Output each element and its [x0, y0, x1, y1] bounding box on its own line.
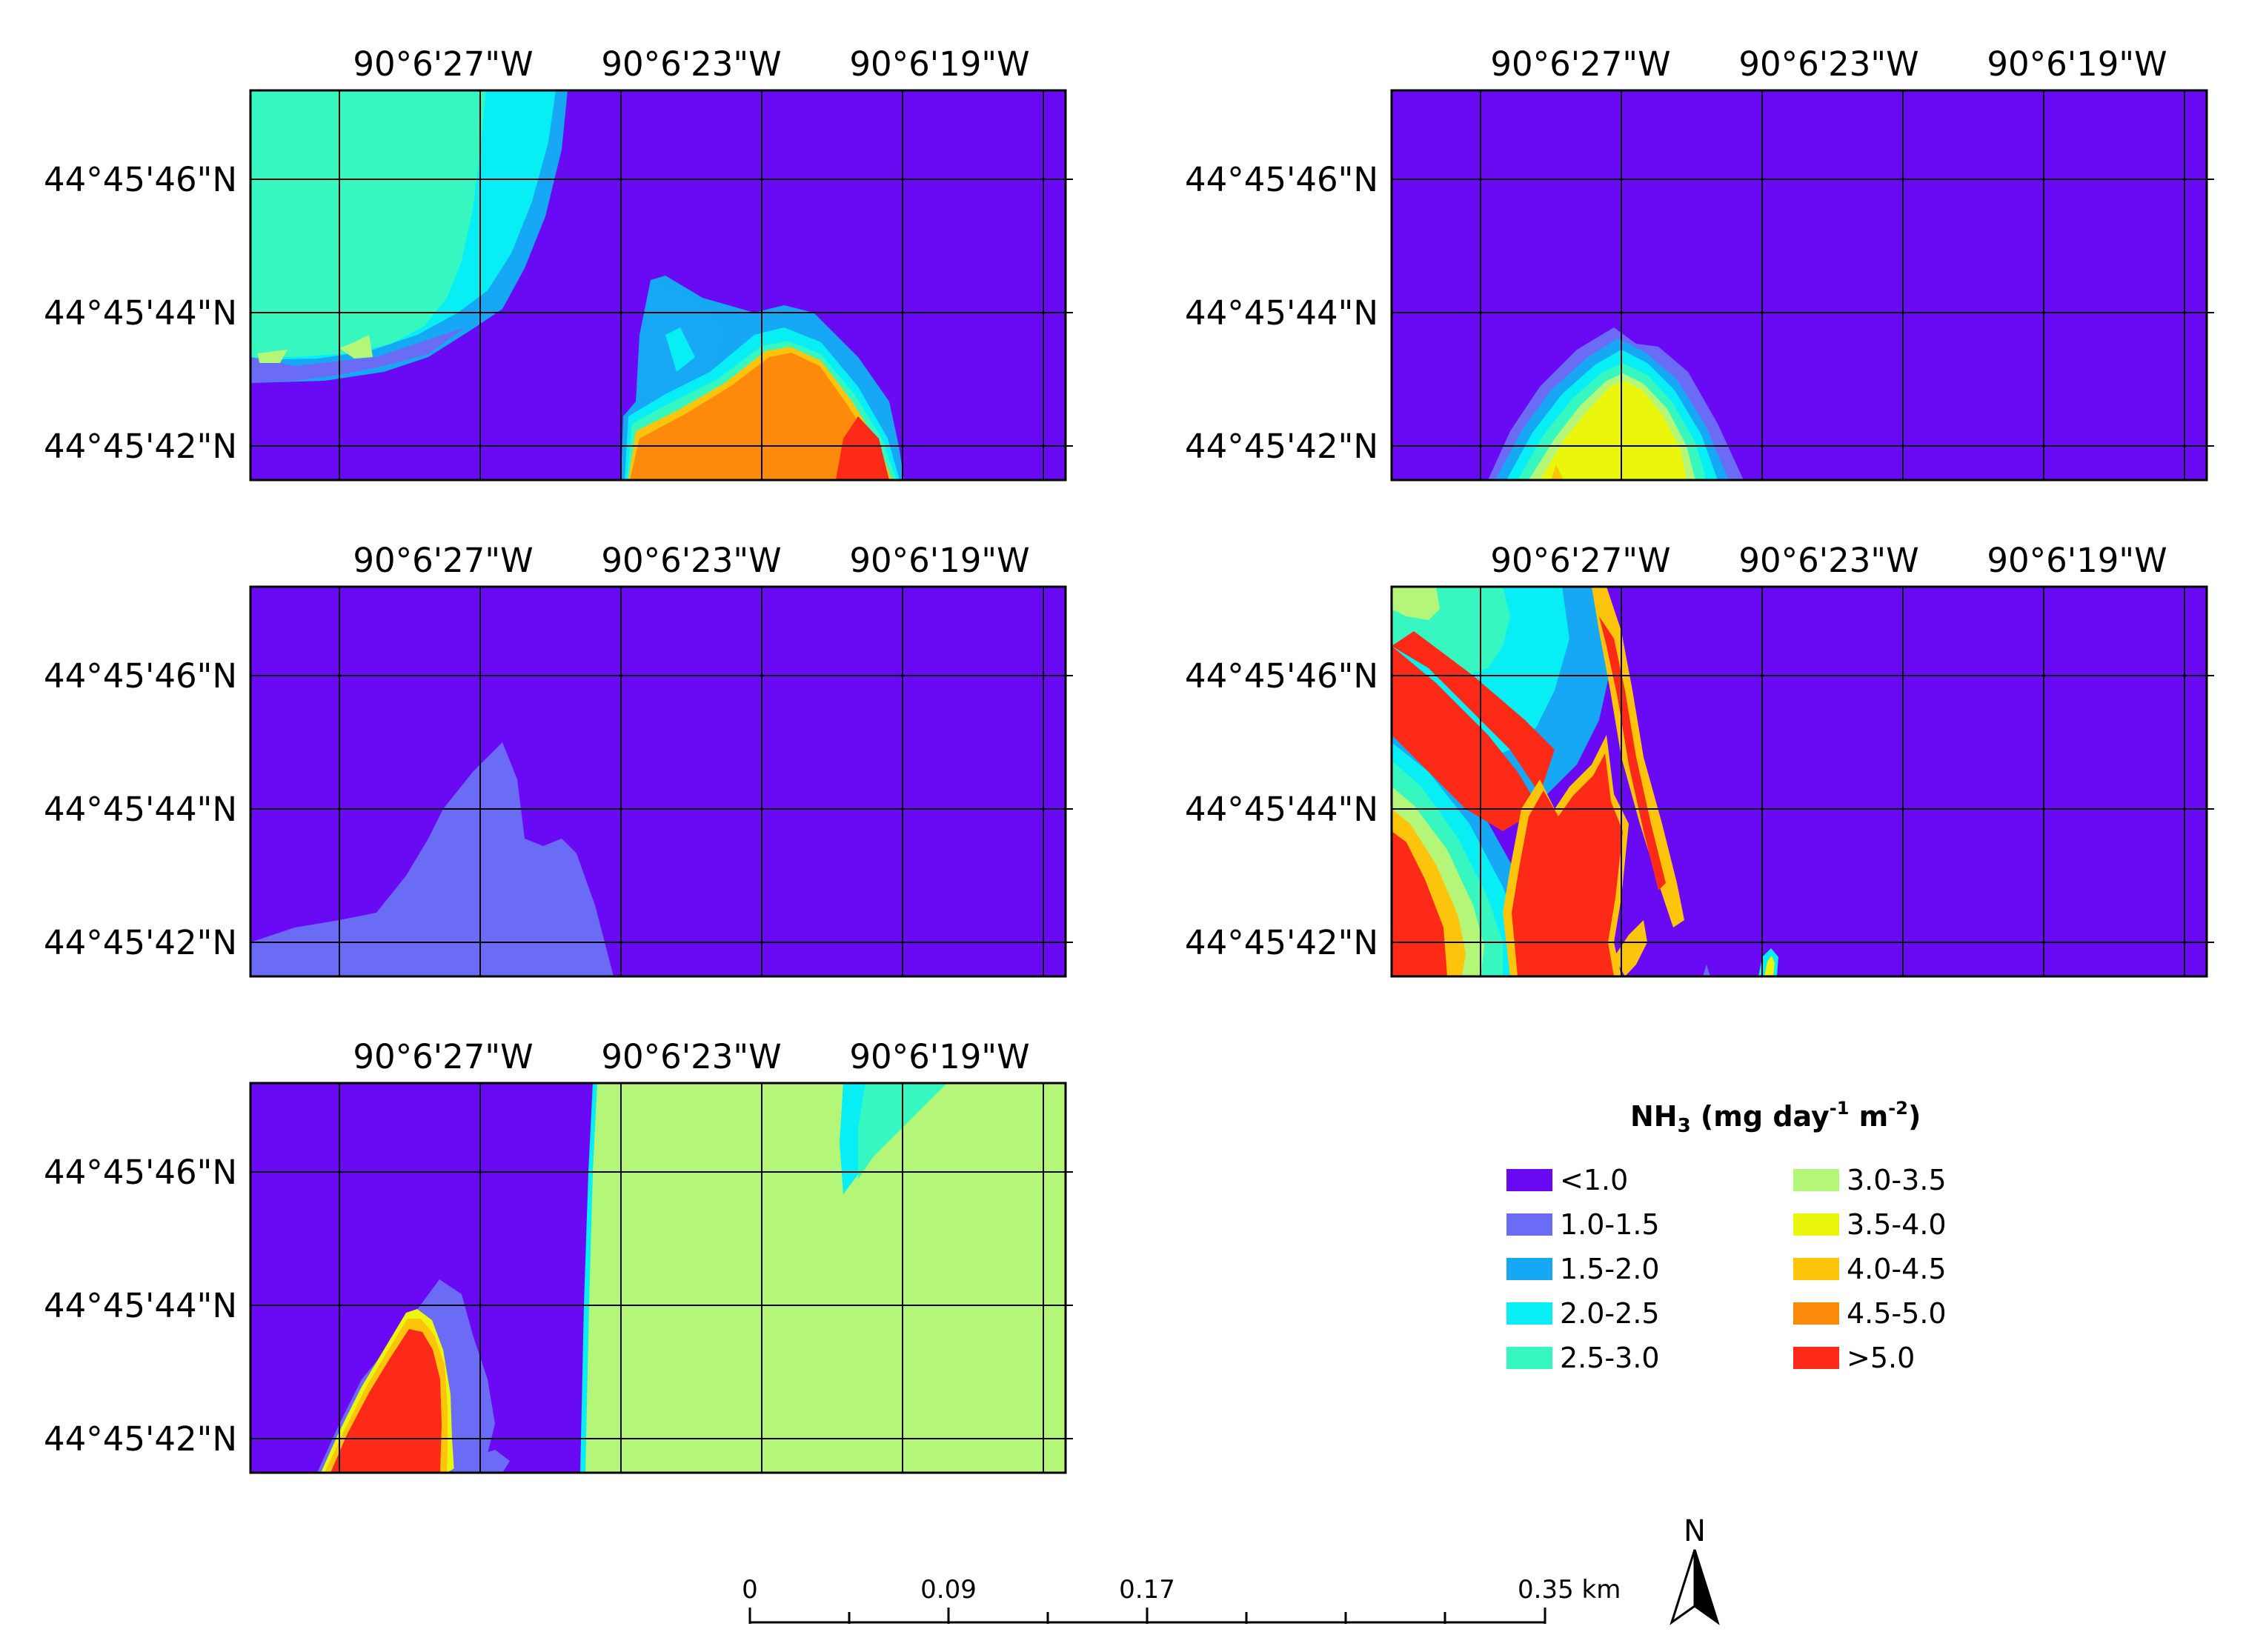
- legend-swatch: [1793, 1213, 1839, 1236]
- legend-swatch: [1506, 1169, 1552, 1191]
- legend-label: 4.5-5.0: [1847, 1297, 1947, 1330]
- legend-title: NH3 (mg day-1 m-2): [1630, 1098, 1921, 1137]
- map-panel-4: 90°6'27"W 90°6'23"W 90°6'19"W 44°45'46"N…: [1185, 541, 2214, 978]
- legend-swatch: [1793, 1258, 1839, 1280]
- longitude-label: 90°6'27"W: [1490, 541, 1670, 580]
- latitude-label: 44°45'44"N: [44, 790, 237, 829]
- map-panel-3: 90°6'27"W 90°6'23"W 90°6'19"W 44°45'46"N…: [44, 541, 1073, 978]
- latitude-label: 44°45'46"N: [44, 1153, 237, 1192]
- scale-label: 0.35 km: [1518, 1575, 1621, 1605]
- latitude-label: 44°45'44"N: [1185, 790, 1378, 829]
- latitude-label: 44°45'44"N: [44, 1286, 237, 1325]
- longitude-label: 90°6'23"W: [1738, 541, 1918, 580]
- scale-bar: 0 0.09 0.17 0.35 km: [742, 1575, 1621, 1624]
- latitude-label: 44°45'42"N: [1185, 427, 1378, 466]
- legend-swatch: [1793, 1169, 1839, 1191]
- longitude-label: 90°6'23"W: [1738, 44, 1918, 84]
- latitude-label: 44°45'46"N: [1185, 656, 1378, 696]
- longitude-label: 90°6'27"W: [353, 541, 533, 580]
- longitude-label: 90°6'19"W: [849, 1037, 1029, 1076]
- legend-swatch: [1506, 1213, 1552, 1236]
- latitude-label: 44°45'42"N: [1185, 923, 1378, 962]
- scale-label: 0: [742, 1575, 758, 1605]
- legend-label: 4.0-4.5: [1847, 1253, 1947, 1285]
- legend-label: 1.0-1.5: [1560, 1208, 1660, 1241]
- legend-swatch: [1506, 1302, 1552, 1325]
- legend-swatch: [1506, 1258, 1552, 1280]
- legend-label: >5.0: [1847, 1342, 1915, 1374]
- longitude-label: 90°6'23"W: [601, 44, 781, 84]
- scale-label: 0.17: [1119, 1575, 1175, 1605]
- legend: NH3 (mg day-1 m-2) <1.0 1.0-1.5 1.5-2.0 2.0…: [1506, 1098, 1947, 1374]
- legend-label: 3.5-4.0: [1847, 1208, 1947, 1241]
- north-arrow: N: [1669, 1514, 1720, 1625]
- longitude-label: 90°6'19"W: [1987, 44, 2167, 84]
- legend-swatch: [1506, 1347, 1552, 1369]
- latitude-label: 44°45'42"N: [44, 1419, 237, 1459]
- longitude-label: 90°6'23"W: [601, 1037, 781, 1076]
- map-panel-5: 90°6'27"W 90°6'23"W 90°6'19"W 44°45'46"N…: [44, 1037, 1073, 1474]
- legend-label: 1.5-2.0: [1560, 1253, 1660, 1285]
- latitude-label: 44°45'46"N: [1185, 160, 1378, 199]
- legend-swatch: [1793, 1302, 1839, 1325]
- longitude-label: 90°6'19"W: [849, 541, 1029, 580]
- latitude-label: 44°45'44"N: [1185, 293, 1378, 333]
- latitude-label: 44°45'44"N: [44, 293, 237, 333]
- north-arrow-icon: [1669, 1549, 1720, 1625]
- map-panel-2: 90°6'27"W 90°6'23"W 90°6'19"W 44°45'46"N…: [1185, 44, 2214, 482]
- map-panel-1: 90°6'27"W 90°6'23"W 90°6'19"W 44°45'46"N…: [44, 44, 1073, 482]
- legend-swatch: [1793, 1347, 1839, 1369]
- legend-label: 3.0-3.5: [1847, 1164, 1947, 1196]
- longitude-label: 90°6'27"W: [353, 44, 533, 84]
- latitude-label: 44°45'46"N: [44, 160, 237, 199]
- longitude-label: 90°6'19"W: [849, 44, 1029, 84]
- latitude-label: 44°45'42"N: [44, 923, 237, 962]
- longitude-label: 90°6'27"W: [353, 1037, 533, 1076]
- longitude-label: 90°6'27"W: [1490, 44, 1670, 84]
- north-label: N: [1684, 1514, 1706, 1548]
- latitude-label: 44°45'46"N: [44, 656, 237, 696]
- longitude-label: 90°6'23"W: [601, 541, 781, 580]
- legend-label: 2.5-3.0: [1560, 1342, 1660, 1374]
- legend-label: <1.0: [1560, 1164, 1628, 1196]
- latitude-label: 44°45'42"N: [44, 427, 237, 466]
- scale-label: 0.09: [920, 1575, 977, 1605]
- legend-label: 2.0-2.5: [1560, 1297, 1660, 1330]
- longitude-label: 90°6'19"W: [1987, 541, 2167, 580]
